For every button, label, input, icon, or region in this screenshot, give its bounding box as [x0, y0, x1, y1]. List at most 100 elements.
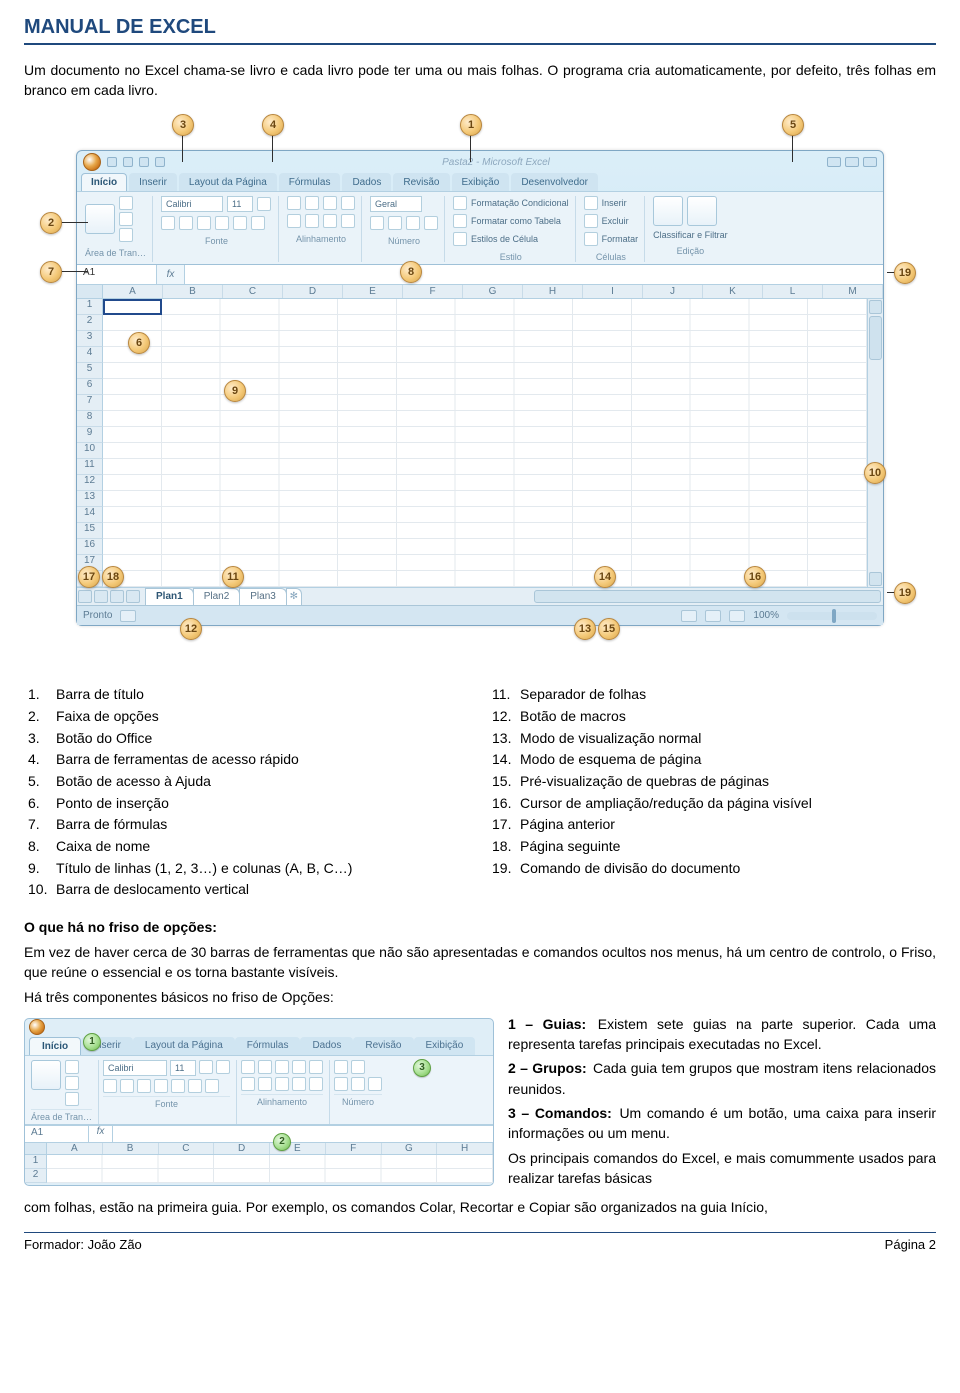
col-l[interactable]: L [763, 285, 823, 298]
tab-formulas[interactable]: Fórmulas [279, 173, 341, 191]
cu-tab-layout[interactable]: Layout da Página [133, 1037, 235, 1055]
font-size[interactable]: 11 [227, 196, 253, 212]
column-headers[interactable]: A B C D E F G H I J K L M [77, 285, 883, 299]
row-14[interactable]: 14 [77, 507, 103, 523]
excel-screenshot: Pasta2 - Microsoft Excel Início Inserir … [40, 114, 920, 672]
col-b[interactable]: B [163, 285, 223, 298]
group-cells: Inserir Excluir Formatar Células [582, 196, 646, 262]
row-15[interactable]: 15 [77, 523, 103, 539]
cu-tab-inicio[interactable]: Início [29, 1037, 81, 1055]
vertical-scrollbar[interactable] [867, 299, 883, 587]
col-i[interactable]: I [583, 285, 643, 298]
col-j[interactable]: J [643, 285, 703, 298]
cu-namebox[interactable]: A1 [25, 1126, 89, 1142]
select-all-corner[interactable] [77, 285, 103, 298]
col-h[interactable]: H [523, 285, 583, 298]
fx-icon[interactable]: fx [157, 265, 185, 284]
cu-group-align: Alinhamento [237, 1060, 330, 1124]
sheet-tab-2[interactable]: Plan2 [193, 588, 241, 605]
group-font: Calibri11 Fonte [159, 196, 279, 262]
tab-layout[interactable]: Layout da Página [179, 173, 277, 191]
tab-desenvolvedor[interactable]: Desenvolvedor [511, 173, 598, 191]
formula-bar[interactable]: A1 fx [77, 265, 883, 285]
formula-input[interactable] [185, 265, 883, 284]
row-16[interactable]: 16 [77, 539, 103, 555]
row-3[interactable]: 3 [77, 331, 103, 347]
zoom-label: 100% [753, 610, 779, 621]
row-5[interactable]: 5 [77, 363, 103, 379]
zoom-slider[interactable] [787, 612, 877, 620]
quick-access-toolbar[interactable] [107, 157, 165, 167]
legend-item: 12.Botão de macros [492, 706, 932, 728]
tab-inserir[interactable]: Inserir [129, 173, 177, 191]
paste-button[interactable] [85, 204, 115, 234]
section2-p1: Em vez de haver cerca de 30 barras de fe… [24, 943, 936, 982]
row-11[interactable]: 11 [77, 459, 103, 475]
cu-tab-dados[interactable]: Dados [300, 1037, 353, 1055]
col-g[interactable]: G [463, 285, 523, 298]
col-f[interactable]: F [403, 285, 463, 298]
col-k[interactable]: K [703, 285, 763, 298]
row-13[interactable]: 13 [77, 491, 103, 507]
cu-group-clipboard: Área de Tran… [27, 1060, 99, 1124]
sheet-nav-buttons[interactable] [77, 588, 141, 605]
view-normal-button[interactable] [681, 610, 697, 622]
row-4[interactable]: 4 [77, 347, 103, 363]
sheet-tab-bar[interactable]: Plan1 Plan2 Plan3 ✻ [77, 587, 883, 605]
macro-record-button[interactable] [120, 610, 136, 622]
font-name[interactable]: Calibri [161, 196, 223, 212]
col-a[interactable]: A [103, 285, 163, 298]
col-e[interactable]: E [343, 285, 403, 298]
cu-tab-formulas[interactable]: Fórmulas [235, 1037, 301, 1055]
sheet-tab-3[interactable]: Plan3 [239, 588, 287, 605]
number-format[interactable]: Geral [370, 196, 422, 212]
tab-inicio[interactable]: Início [81, 173, 127, 191]
row-1[interactable]: 1 [77, 299, 103, 315]
cu-tab-revisao[interactable]: Revisão [353, 1037, 413, 1055]
tab-dados[interactable]: Dados [342, 173, 391, 191]
row-10[interactable]: 10 [77, 443, 103, 459]
format-painter-button[interactable] [119, 228, 133, 242]
scroll-down-button[interactable] [869, 572, 882, 586]
new-sheet-button[interactable]: ✻ [286, 588, 302, 605]
office-button[interactable] [83, 153, 101, 171]
row-headers[interactable]: 1 2 3 4 5 6 7 8 9 10 11 12 13 14 15 16 1… [77, 299, 103, 587]
window-title: Pasta2 - Microsoft Excel [165, 157, 827, 168]
legend: 1.Barra de título2.Faixa de opções3.Botã… [28, 684, 932, 901]
tab-exibicao[interactable]: Exibição [452, 173, 510, 191]
col-m[interactable]: M [823, 285, 883, 298]
row-8[interactable]: 8 [77, 411, 103, 427]
cell-grid[interactable] [103, 299, 867, 587]
row-6[interactable]: 6 [77, 379, 103, 395]
col-d[interactable]: D [283, 285, 343, 298]
row-12[interactable]: 12 [77, 475, 103, 491]
row-2[interactable]: 2 [77, 315, 103, 331]
row-9[interactable]: 9 [77, 427, 103, 443]
group-number: Geral Número [368, 196, 445, 262]
legend-item: 10.Barra de deslocamento vertical [28, 879, 468, 901]
intro-paragraph: Um documento no Excel chama-se livro e c… [24, 61, 936, 100]
view-layout-button[interactable] [705, 610, 721, 622]
cu-fx-icon[interactable]: fx [89, 1126, 113, 1142]
guias-trail2: com folhas, estão na primeira guia. Por … [24, 1198, 936, 1218]
col-c[interactable]: C [223, 285, 283, 298]
tab-revisao[interactable]: Revisão [393, 173, 449, 191]
window-controls[interactable] [827, 157, 877, 167]
view-pagebreak-button[interactable] [729, 610, 745, 622]
callout-19a: 19 [894, 262, 916, 284]
sheet-tab-1[interactable]: Plan1 [145, 588, 194, 605]
scroll-thumb[interactable] [869, 316, 882, 360]
cut-button[interactable] [119, 196, 133, 210]
name-box[interactable]: A1 [77, 265, 157, 284]
scroll-up-button[interactable] [869, 300, 882, 314]
legend-item: 8.Caixa de nome [28, 836, 468, 858]
row-7[interactable]: 7 [77, 395, 103, 411]
copy-button[interactable] [119, 212, 133, 226]
active-cell[interactable] [103, 299, 162, 315]
cu-tab-exibicao[interactable]: Exibição [414, 1037, 476, 1055]
ribbon-tabs[interactable]: Início Inserir Layout da Página Fórmulas… [77, 173, 883, 191]
horizontal-scrollbar[interactable] [534, 590, 881, 603]
closeup-office-button[interactable] [29, 1019, 45, 1035]
cu-group-number: Número [330, 1060, 388, 1124]
page-footer: Formador: João Zão Página 2 [24, 1232, 936, 1252]
